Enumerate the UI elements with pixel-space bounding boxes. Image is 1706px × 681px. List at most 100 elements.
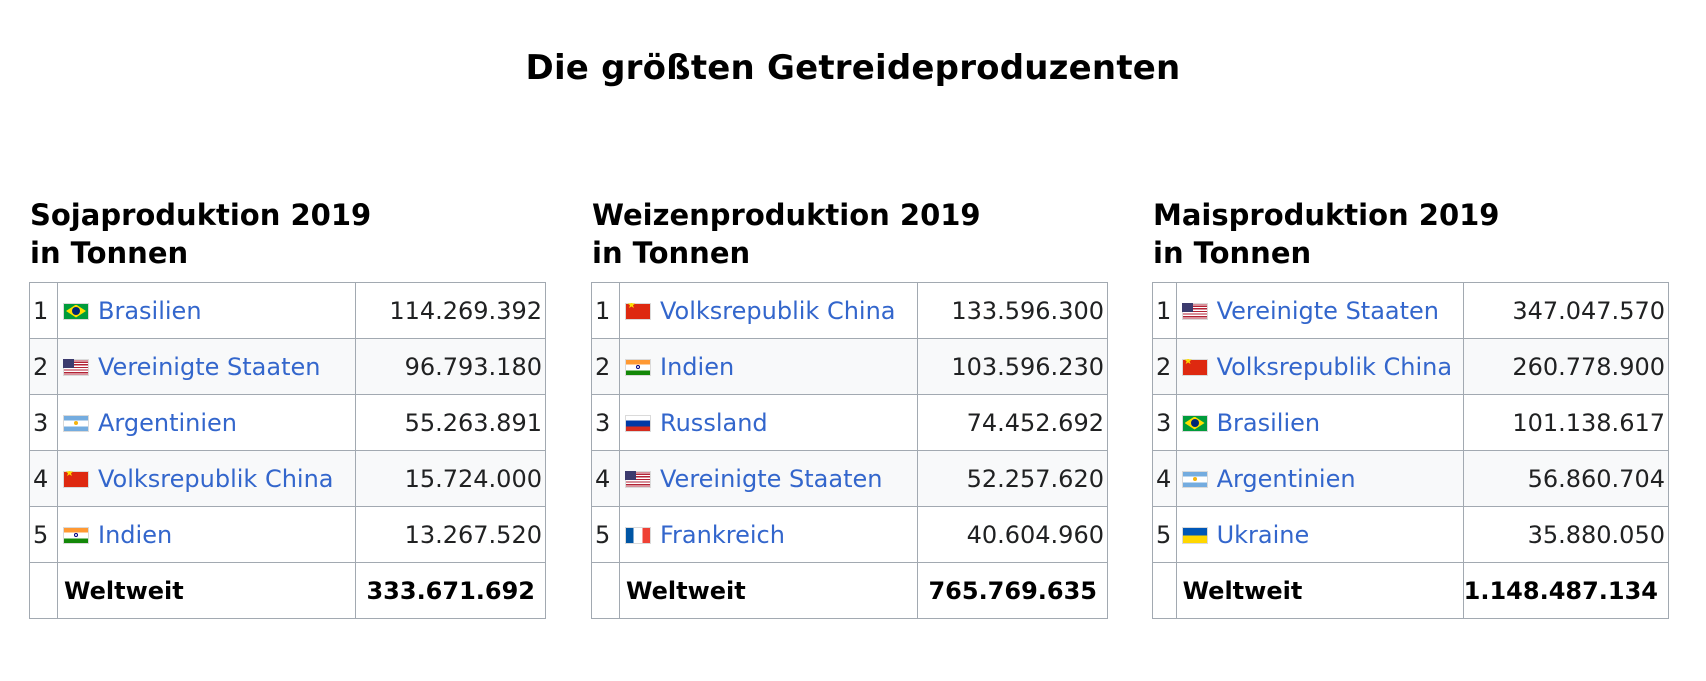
table-row: 1 Brasilien 114.269.392	[29, 282, 546, 339]
country-cell: Frankreich	[619, 506, 918, 563]
country-cell: Vereinigte Staaten	[57, 338, 356, 395]
total-label: Weltweit	[1175, 562, 1464, 619]
table-row: 4 Vereinigte Staaten 52.257.620	[591, 450, 1108, 507]
table-row: 1 Volksrepublik China 133.596.300	[591, 282, 1108, 339]
rank-cell: 5	[29, 506, 58, 563]
rank-cell: 2	[29, 338, 58, 395]
page-title: Die größten Getreideproduzenten	[525, 48, 1181, 88]
total-value: 1.148.487.134	[1462, 562, 1670, 619]
country-link[interactable]: Brasilien	[1216, 409, 1321, 437]
country-link[interactable]: Volksrepublik China	[98, 465, 334, 493]
france-flag-icon	[625, 526, 651, 544]
rank-cell-empty	[591, 562, 620, 619]
value-cell: 15.724.000	[355, 450, 546, 507]
table-row: 3 Argentinien 55.263.891	[29, 394, 546, 451]
value-cell: 103.596.230	[917, 338, 1108, 395]
table-row: 5 Ukraine 35.880.050	[1152, 506, 1670, 563]
table-row: 4 Argentinien 56.860.704	[1152, 450, 1670, 507]
value-cell: 55.263.891	[355, 394, 546, 451]
country-cell: Volksrepublik China	[619, 282, 918, 339]
country-link[interactable]: Vereinigte Staaten	[98, 353, 321, 381]
rank-cell: 4	[591, 450, 620, 507]
total-row: Weltweit 765.769.635	[591, 562, 1108, 619]
country-cell: Argentinien	[57, 394, 356, 451]
maize-heading-line2: in Tonnen	[1153, 236, 1312, 270]
country-link[interactable]: Argentinien	[1216, 465, 1356, 493]
country-link[interactable]: Russland	[660, 409, 768, 437]
rank-cell: 3	[1152, 394, 1177, 451]
country-link[interactable]: Vereinigte Staaten	[1216, 297, 1440, 325]
russia-flag-icon	[625, 414, 651, 432]
argentina-flag-icon	[1181, 470, 1208, 488]
table-row: 4 Volksrepublik China 15.724.000	[29, 450, 546, 507]
china-flag-icon	[1181, 358, 1208, 376]
brazil-flag-icon	[63, 302, 89, 320]
country-link[interactable]: Brasilien	[98, 297, 202, 325]
argentina-flag-icon	[63, 414, 89, 432]
india-flag-icon	[63, 526, 89, 544]
china-flag-icon	[63, 470, 89, 488]
value-cell: 35.880.050	[1462, 506, 1670, 563]
india-flag-icon	[625, 358, 651, 376]
country-link[interactable]: Volksrepublik China	[1216, 353, 1453, 381]
country-cell: Argentinien	[1175, 450, 1464, 507]
soy-heading-line2: in Tonnen	[30, 236, 189, 270]
country-link[interactable]: Frankreich	[660, 521, 785, 549]
rank-cell: 1	[1152, 282, 1177, 339]
table-row: 2 Volksrepublik China 260.778.900	[1152, 338, 1670, 395]
ukraine-flag-icon	[1181, 526, 1208, 544]
table-row: 2 Vereinigte Staaten 96.793.180	[29, 338, 546, 395]
country-link[interactable]: Volksrepublik China	[660, 297, 896, 325]
total-row: Weltweit 1.148.487.134	[1152, 562, 1670, 619]
total-label: Weltweit	[619, 562, 918, 619]
rank-cell: 4	[1152, 450, 1177, 507]
rank-cell: 1	[591, 282, 620, 339]
table-row: 5 Frankreich 40.604.960	[591, 506, 1108, 563]
soy-production-panel: Sojaproduktion 2019 in Tonnen 1 Brasilie…	[29, 196, 549, 619]
country-link[interactable]: Argentinien	[98, 409, 238, 437]
soy-table-heading: Sojaproduktion 2019 in Tonnen	[30, 196, 549, 272]
value-cell: 101.138.617	[1462, 394, 1670, 451]
maize-production-panel: Maisproduktion 2019 in Tonnen 1 Vereinig…	[1152, 196, 1672, 619]
china-flag-icon	[625, 302, 651, 320]
country-link[interactable]: Vereinigte Staaten	[660, 465, 883, 493]
wheat-table-heading: Weizenproduktion 2019 in Tonnen	[592, 196, 1111, 272]
maize-production-table: 1 Vereinigte Staaten 347.047.570 2 Volks…	[1152, 282, 1670, 619]
value-cell: 347.047.570	[1462, 282, 1670, 339]
value-cell: 260.778.900	[1462, 338, 1670, 395]
usa-flag-icon	[1181, 302, 1208, 320]
table-row: 2 Indien 103.596.230	[591, 338, 1108, 395]
value-cell: 13.267.520	[355, 506, 546, 563]
wheat-heading-line2: in Tonnen	[592, 236, 751, 270]
table-row: 5 Indien 13.267.520	[29, 506, 546, 563]
value-cell: 74.452.692	[917, 394, 1108, 451]
total-value: 765.769.635	[917, 562, 1108, 619]
value-cell: 52.257.620	[917, 450, 1108, 507]
value-cell: 114.269.392	[355, 282, 546, 339]
value-cell: 96.793.180	[355, 338, 546, 395]
rank-cell: 2	[1152, 338, 1177, 395]
country-cell: Brasilien	[57, 282, 356, 339]
country-cell: Volksrepublik China	[57, 450, 356, 507]
rank-cell: 3	[591, 394, 620, 451]
country-cell: Indien	[619, 338, 918, 395]
soy-heading-line1: Sojaproduktion 2019	[30, 198, 372, 232]
country-link[interactable]: Ukraine	[1216, 521, 1310, 549]
country-cell: Brasilien	[1175, 394, 1464, 451]
soy-production-table: 1 Brasilien 114.269.392 2 Vereinigte Sta…	[29, 282, 546, 619]
maize-table-heading: Maisproduktion 2019 in Tonnen	[1153, 196, 1672, 272]
table-row: 3 Brasilien 101.138.617	[1152, 394, 1670, 451]
country-cell: Vereinigte Staaten	[619, 450, 918, 507]
total-row: Weltweit 333.671.692	[29, 562, 546, 619]
value-cell: 133.596.300	[917, 282, 1108, 339]
country-cell: Volksrepublik China	[1175, 338, 1464, 395]
country-cell: Indien	[57, 506, 356, 563]
usa-flag-icon	[625, 470, 651, 488]
maize-heading-line1: Maisproduktion 2019	[1153, 198, 1500, 232]
value-cell: 56.860.704	[1462, 450, 1670, 507]
wheat-production-table: 1 Volksrepublik China 133.596.300 2 Indi…	[591, 282, 1108, 619]
brazil-flag-icon	[1181, 414, 1208, 432]
country-link[interactable]: Indien	[660, 353, 735, 381]
country-link[interactable]: Indien	[98, 521, 173, 549]
wheat-production-panel: Weizenproduktion 2019 in Tonnen 1 Volksr…	[591, 196, 1111, 619]
